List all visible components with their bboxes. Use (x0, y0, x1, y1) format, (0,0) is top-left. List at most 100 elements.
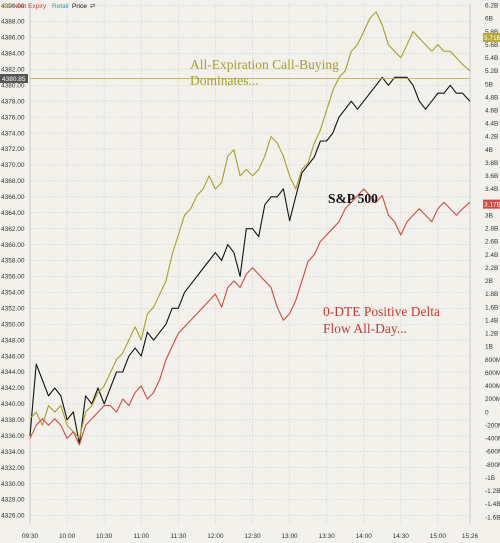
y-left-tick-label: 4354.00 (1, 290, 25, 297)
series-line-all (29, 11, 471, 439)
y-right-tick-label: 2B (485, 278, 493, 285)
right-axis-flag-label: 3.17B (484, 201, 500, 208)
legend-item-retail[interactable]: Retail (52, 3, 69, 10)
x-tick-label: 10:00 (59, 533, 76, 540)
x-tick-label: 14:30 (393, 533, 410, 540)
y-left-tick-label: 4378.00 (1, 98, 25, 105)
y-right-tick-label: 5.6B (485, 42, 498, 49)
y-left-tick-label: 4350.00 (1, 321, 25, 328)
y-left-tick-label: 4372.00 (1, 146, 25, 153)
y-left-tick-label: 4328.00 (1, 497, 25, 504)
y-left-tick-label: 4346.00 (1, 353, 25, 360)
y-right-tick-label: 1.4B (485, 317, 498, 324)
y-left-tick-label: 4368.00 (1, 178, 25, 185)
y-left-tick-label: 4340.00 (1, 401, 25, 408)
y-right-tick-label: 3.6B (485, 173, 498, 180)
y-left-tick-label: 4344.00 (1, 369, 25, 376)
annotation-call-buying-line2: Dominates... (190, 73, 259, 88)
y-left-tick-label: 4380.00 (1, 82, 25, 89)
y-right-tick-label: 1.8B (485, 291, 498, 298)
y-right-tick-label: 5.2B (485, 68, 498, 75)
y-right-tick-label: 4.4B (485, 121, 498, 128)
y-left-tick-label: 4342.00 (1, 385, 25, 392)
y-left-tick-label: 4358.00 (1, 258, 25, 265)
y-left-tick-label: 4376.00 (1, 114, 25, 121)
y-right-tick-label: 2.2B (485, 265, 498, 272)
y-right-tick-label: -400M (485, 436, 500, 443)
right-axis-flag (483, 32, 500, 42)
axis-flags: 4380.85 5.71B 3.17B (0, 32, 500, 209)
x-tick-label: 11:30 (170, 533, 186, 540)
y-left-tick-label: 4362.00 (1, 226, 25, 233)
y-right-tick-label: -1B (485, 475, 495, 482)
y-left-tick-label: 4390.00 (1, 3, 25, 10)
y-left-tick-label: 4352.00 (1, 306, 25, 313)
y-right-tick-label: 1.2B (485, 331, 498, 338)
legend: All Next Expiry Retail Price ⇄ (2, 3, 96, 10)
y-right-tick-label: -600M (485, 449, 500, 456)
y-right-tick-label: 1.6B (485, 304, 498, 311)
y-right-tick-label: 3B (485, 212, 493, 219)
y-right-tick-label: 800M (485, 357, 500, 364)
y-left-tick-label: 4326.00 (1, 513, 25, 520)
y-left-tick-label: 4338.00 (1, 417, 25, 424)
y-right-tick-label: 3.8B (485, 160, 498, 167)
y-right-tick-label: -1.2B (485, 488, 500, 495)
legend-toggle-icon[interactable]: ⇄ (90, 3, 96, 10)
current-price-label: 4380.85 (2, 76, 26, 83)
y-right-tick-label: 5B (485, 81, 493, 88)
y-left-tick-label: 4360.00 (1, 242, 25, 249)
right-axis: -1.6B -1.4B -1.2B -1B -800M -600M -400M -200M 0 2… (485, 3, 500, 522)
legend-item-all[interactable]: All (2, 3, 10, 10)
y-right-tick-label: 6.2B (485, 3, 498, 10)
y-left-tick-label: 4370.00 (1, 162, 25, 169)
y-right-tick-label: 2.4B (485, 252, 498, 259)
series-lines (29, 11, 471, 446)
x-axis: 09:30 10:00 10:30 11:00 11:30 12:00 12:30 13:00… (22, 533, 479, 540)
y-right-tick-label: 5.8B (485, 29, 498, 36)
right-axis-flag-label: 5.71B (484, 35, 500, 42)
x-tick-label: 10:30 (96, 533, 113, 540)
y-right-tick-label: 4.8B (485, 94, 498, 101)
y-right-tick-label: 3.4B (485, 186, 498, 193)
grid (29, 4, 471, 525)
annotation-sp500: S&P 500 (328, 191, 378, 206)
y-left-tick-label: 4330.00 (1, 481, 25, 488)
legend-item-next-expiry[interactable]: Next Expiry (13, 3, 47, 10)
x-tick-label: 15:00 (430, 533, 447, 540)
current-price-flag (0, 73, 28, 83)
y-right-tick-label: 1B (485, 344, 493, 351)
y-left-tick-label: 4334.00 (1, 449, 25, 456)
y-right-tick-label: -1.4B (485, 501, 500, 508)
x-tick-label: 15:26 (462, 533, 479, 540)
y-left-tick-label: 4388.00 (1, 19, 25, 26)
annotation-0dte-line2: Flow All-Day... (323, 321, 407, 336)
y-right-tick-label: 5.4B (485, 55, 498, 62)
y-left-tick-label: 4348.00 (1, 337, 25, 344)
legend-item-price[interactable]: Price (72, 3, 87, 10)
y-right-tick-label: 2.8B (485, 226, 498, 233)
y-left-tick-label: 4384.00 (1, 51, 25, 58)
y-left-tick-label: 4374.00 (1, 130, 25, 137)
annotation-0dte-line1: 0-DTE Positive Delta (323, 304, 440, 319)
y-right-tick-label: 0 (485, 409, 489, 416)
x-tick-label: 12:30 (244, 533, 261, 540)
y-right-tick-label: 4.6B (485, 107, 498, 114)
x-tick-label: 09:30 (22, 533, 39, 540)
y-right-tick-label: -800M (485, 462, 500, 469)
y-right-tick-label: -1.6B (485, 514, 500, 521)
right-axis-flag (483, 199, 500, 209)
x-tick-label: 13:00 (281, 533, 298, 540)
y-right-tick-label: 400M (485, 383, 500, 390)
annotations: All-Expiration Call-Buying Dominates... … (190, 57, 440, 336)
y-right-tick-label: 4B (485, 147, 493, 154)
y-right-tick-label: -200M (485, 422, 500, 429)
y-left-tick-label: 4386.00 (1, 35, 25, 42)
left-axis: 4326.00 4328.00 4330.00 4332.00 4334.00 4336.… (1, 3, 25, 520)
y-left-tick-label: 4366.00 (1, 194, 25, 201)
y-left-tick-label: 4364.00 (1, 210, 25, 217)
y-right-tick-label: 200M (485, 396, 500, 403)
y-left-tick-label: 4382.00 (1, 67, 25, 74)
series-line-next-expiry (29, 188, 471, 446)
